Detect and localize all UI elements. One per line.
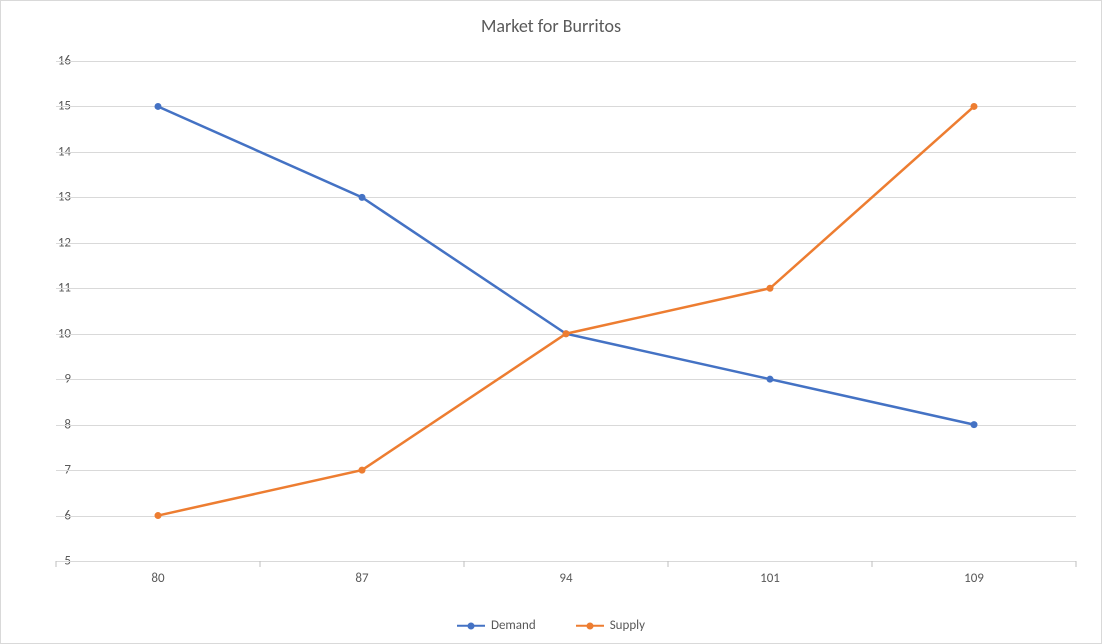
- legend-item-supply: Supply: [576, 618, 645, 633]
- chart-svg: [56, 61, 1076, 561]
- series-marker-supply: [767, 285, 774, 292]
- plot-area: [56, 61, 1076, 561]
- series-marker-demand: [767, 376, 774, 383]
- legend-swatch: [576, 619, 604, 633]
- x-tick-label: 94: [559, 571, 572, 586]
- series-marker-supply: [359, 467, 366, 474]
- legend-label: Demand: [491, 618, 536, 633]
- series-marker-demand: [155, 103, 162, 110]
- legend: Demand Supply: [1, 618, 1101, 633]
- series-marker-demand: [359, 194, 366, 201]
- series-marker-demand: [971, 421, 978, 428]
- x-tick-label: 101: [760, 571, 780, 586]
- series-line-supply: [158, 106, 974, 515]
- legend-item-demand: Demand: [457, 618, 536, 633]
- legend-swatch: [457, 619, 485, 633]
- x-tick-label: 87: [355, 571, 368, 586]
- legend-label: Supply: [610, 618, 645, 633]
- chart-container: Market for Burritos 5678910111213141516 …: [0, 0, 1102, 644]
- series-marker-supply: [155, 512, 162, 519]
- series-marker-supply: [563, 330, 570, 337]
- grid-line: [56, 561, 1076, 562]
- series-line-demand: [158, 106, 974, 424]
- x-tick-label: 80: [151, 571, 164, 586]
- series-marker-supply: [971, 103, 978, 110]
- x-tick-label: 109: [964, 571, 984, 586]
- chart-title: Market for Burritos: [1, 15, 1101, 37]
